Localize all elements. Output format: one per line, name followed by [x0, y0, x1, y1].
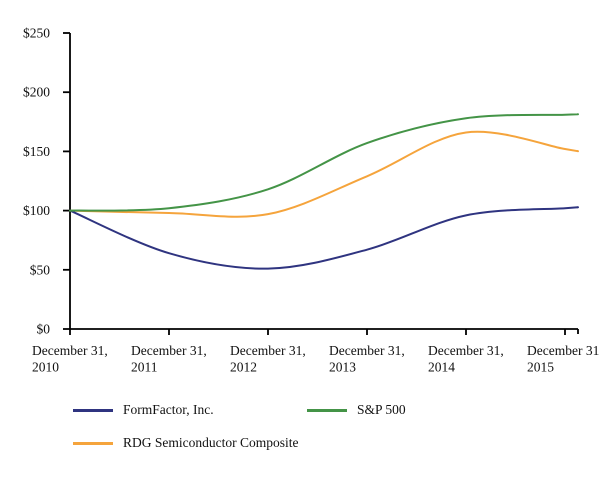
x-tick-label: December 31,	[230, 343, 306, 358]
x-tick-label: December 31,	[131, 343, 207, 358]
series-line-rdg-semiconductor-composite	[69, 130, 579, 218]
series-line-s-p-500	[69, 113, 579, 212]
x-tick-label: 2015	[527, 360, 554, 375]
x-tick-label: 2010	[32, 360, 59, 375]
y-tick-label: $150	[23, 144, 50, 159]
y-tick-label: $0	[37, 322, 51, 337]
series-line-formfactor-inc	[69, 206, 579, 270]
y-tick-label: $100	[23, 203, 50, 218]
y-tick-label: $50	[30, 262, 51, 277]
y-tick-label: $250	[23, 26, 50, 41]
x-tick-label: December 31	[527, 343, 599, 358]
y-tick-label: $200	[23, 85, 50, 100]
x-tick-label: December 31,	[329, 343, 405, 358]
x-tick-label: 2013	[329, 360, 356, 375]
x-tick-label: 2014	[428, 360, 455, 375]
x-tick-label: December 31,	[32, 343, 108, 358]
x-tick-label: 2012	[230, 360, 257, 375]
x-tick-label: 2011	[131, 360, 158, 375]
x-tick-label: December 31,	[428, 343, 504, 358]
